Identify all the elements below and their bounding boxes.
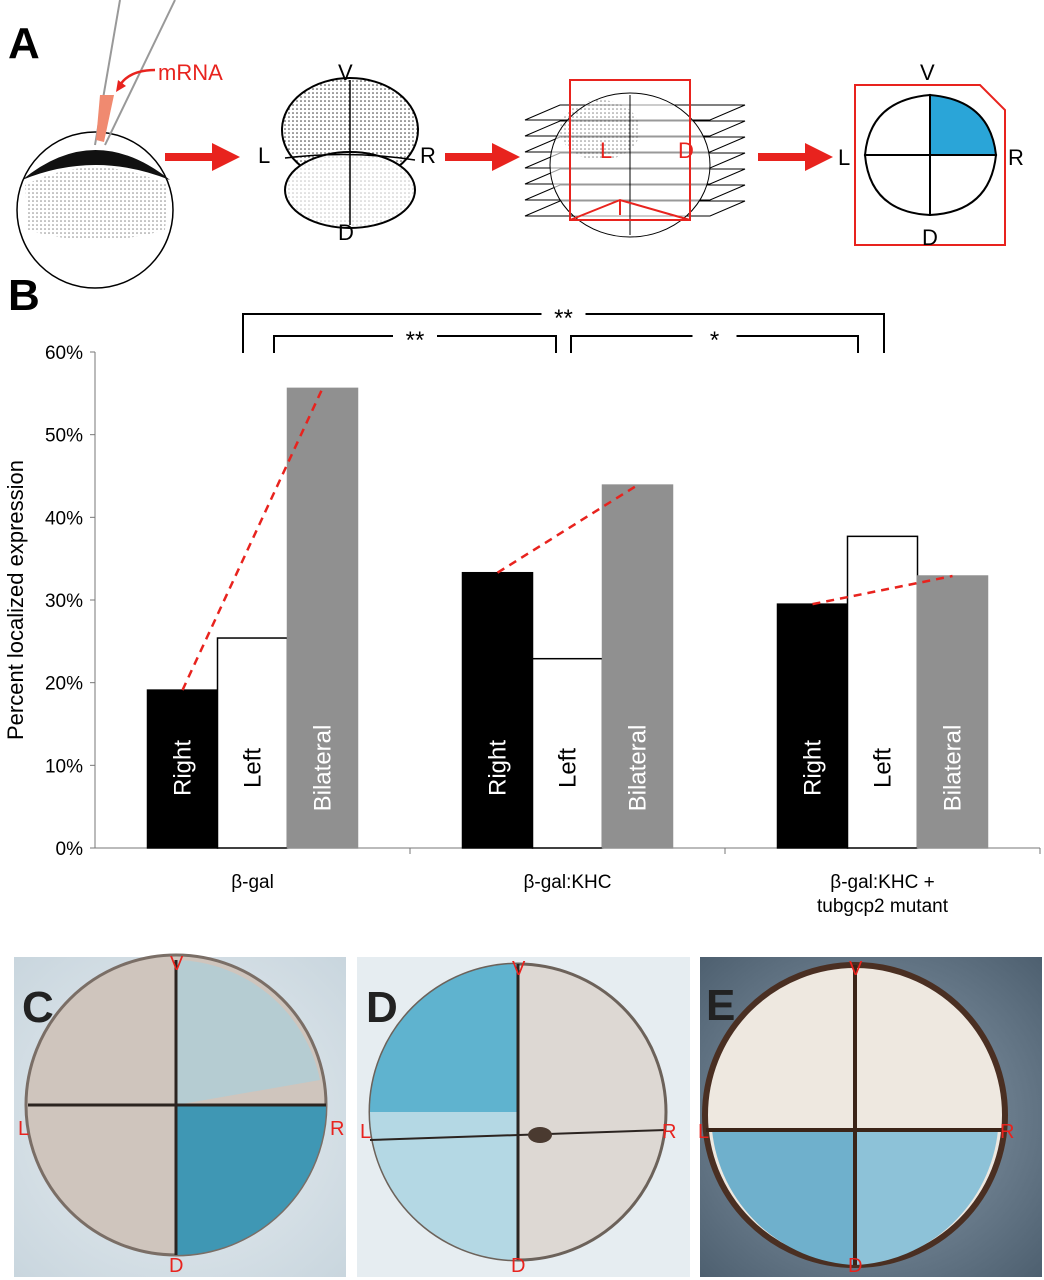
svg-text:L: L (600, 138, 612, 163)
arrow-icon (165, 143, 240, 171)
panel-letter-e: E (706, 981, 735, 1030)
axis-l-label: L (698, 1121, 709, 1143)
svg-text:D: D (678, 138, 694, 163)
significance-bracket (570, 335, 859, 353)
y-tick-label: 20% (45, 674, 83, 695)
x-tick-label: β-gal:KHC + (830, 872, 934, 893)
bar-label: Left (870, 748, 897, 788)
axis-r-label: R (1000, 1121, 1014, 1143)
axis-v-label: V (170, 953, 184, 975)
bar-bilateral (601, 484, 674, 849)
significance-bracket (273, 335, 557, 353)
bar-label: Right (485, 740, 512, 796)
axis-v-label: V (849, 958, 863, 980)
bar-label: Left (555, 748, 582, 788)
stained-embryo-drawing (854, 84, 1006, 246)
arrow-icon (758, 143, 833, 171)
bar-label: Bilateral (625, 725, 652, 812)
x-tick-label: tubgcp2 mutant (817, 896, 949, 917)
axis-l-label: L (360, 1121, 371, 1143)
axis-d-label: D (169, 1255, 183, 1277)
axis-l-label: L (838, 145, 850, 170)
panel-d-photo: D (357, 957, 690, 1277)
injected-egg-drawing (16, 0, 176, 289)
y-tick-label: 30% (45, 591, 83, 612)
axis-l-label: L (18, 1118, 29, 1140)
axis-d-label: D (922, 225, 938, 250)
axis-r-label: R (1008, 145, 1024, 170)
axis-l-label: L (258, 143, 270, 168)
trend-line (812, 574, 953, 606)
panel-letter-b: B (8, 271, 40, 320)
significance-bracket (242, 313, 885, 353)
panel-b: B 0% 10% 20% 30% 40% 50% 60% Percent localized … (3, 271, 1041, 917)
bar-bilateral (286, 387, 359, 849)
bar-bilateral (916, 575, 989, 849)
bar-label: Left (240, 748, 267, 788)
panel-c-photo: C (14, 953, 346, 1277)
bar-left (216, 637, 289, 849)
panel-letter-d: D (366, 983, 398, 1032)
y-axis-label: Percent localized expression (3, 460, 28, 740)
arrow-icon (445, 143, 520, 171)
y-tick-label: 40% (45, 508, 83, 529)
significance-label: ** (554, 305, 573, 332)
axis-r-label: R (420, 143, 436, 168)
bar-label: Right (800, 740, 827, 796)
mrna-label: mRNA (158, 60, 223, 85)
significance-label: ** (406, 327, 425, 354)
axis-d-label: D (848, 1255, 862, 1277)
y-tick-label: 60% (45, 343, 83, 364)
bar-label: Right (170, 740, 197, 796)
four-cell-embryo-drawing (281, 77, 419, 229)
panel-letter-c: C (22, 983, 54, 1032)
panel-e-photo: E (700, 957, 1042, 1277)
axis-v-label: V (920, 60, 935, 85)
bar-chart: 0% 10% 20% 30% 40% 50% 60% Percent localized ex… (3, 305, 1041, 917)
bar-left (531, 657, 604, 849)
bar-label: Bilateral (940, 725, 967, 812)
y-tick-label: 50% (45, 426, 83, 447)
x-tick-label: β-gal:KHC (523, 872, 611, 893)
bar-right (461, 571, 534, 849)
axis-r-label: R (662, 1121, 676, 1143)
bar-right (776, 603, 849, 849)
panel-a: A mRNA V L R D (8, 0, 1024, 289)
y-tick-label: 10% (45, 756, 83, 777)
axis-d-label: D (511, 1255, 525, 1277)
sectioned-embryo-drawing: L D (524, 79, 746, 238)
axis-r-label: R (330, 1118, 344, 1140)
y-tick-label: 0% (56, 839, 84, 860)
significance-label: * (710, 327, 719, 354)
axis-v-label: V (338, 60, 353, 85)
panel-letter-a: A (8, 19, 40, 68)
bar-left (846, 535, 919, 849)
bar-label: Bilateral (310, 725, 337, 812)
axis-v-label: V (512, 958, 526, 980)
x-tick-label: β-gal (231, 872, 274, 893)
bar-right (146, 689, 219, 849)
axis-d-label: D (338, 220, 354, 245)
